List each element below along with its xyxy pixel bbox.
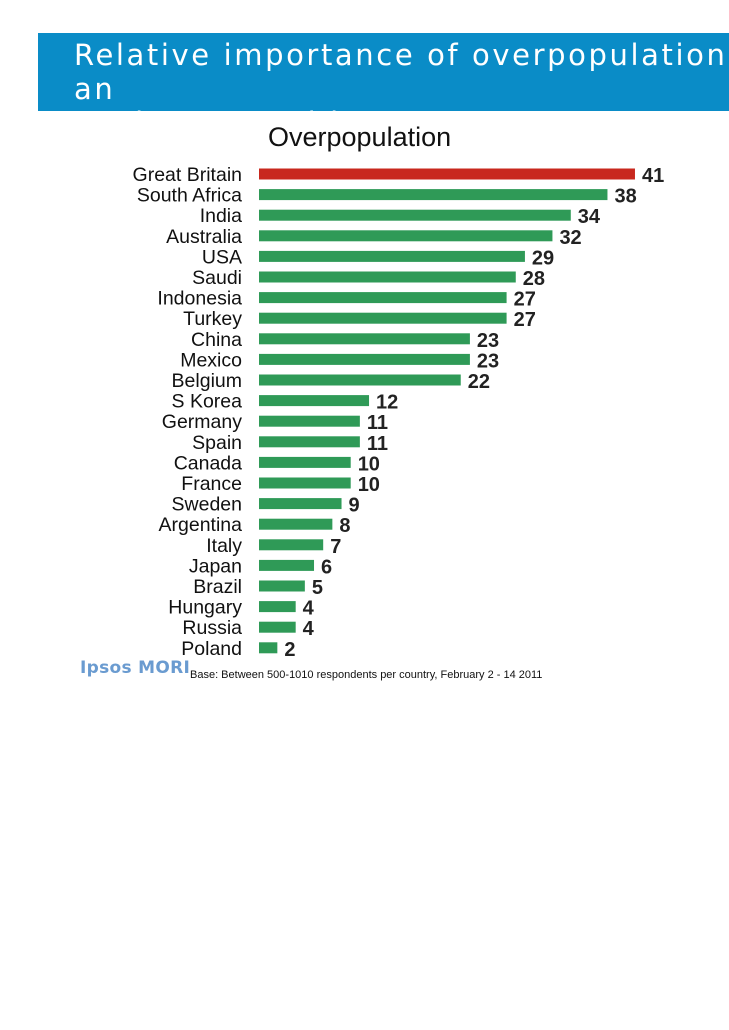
value-label-turkey: 27	[514, 309, 536, 331]
value-label-sweden: 9	[349, 495, 360, 517]
value-label-saudi: 28	[523, 268, 545, 290]
category-label-great-britain: Great Britain	[133, 164, 242, 186]
category-label-australia: Australia	[166, 226, 242, 248]
category-label-spain: Spain	[192, 432, 242, 454]
bar-canada	[259, 456, 351, 468]
value-label-brazil: 5	[312, 577, 323, 599]
value-label-japan: 6	[321, 556, 332, 578]
bar-turkey	[259, 312, 507, 324]
bar-belgium	[259, 374, 461, 386]
category-label-canada: Canada	[174, 452, 242, 474]
value-label-germany: 11	[367, 412, 388, 434]
bar-russia	[259, 621, 296, 633]
category-label-france: France	[181, 473, 242, 495]
value-label-indonesia: 27	[514, 289, 536, 311]
value-label-usa: 29	[532, 247, 554, 269]
ipsos-mori-logo: Ipsos MORI	[80, 658, 191, 678]
value-label-poland: 2	[284, 639, 295, 660]
category-label-italy: Italy	[206, 535, 242, 557]
bar-mexico	[259, 353, 470, 365]
bar-usa	[259, 250, 525, 262]
bar-india	[259, 209, 571, 221]
base-note: Base: Between 500-1010 respondents per c…	[190, 669, 543, 681]
bar-australia	[259, 230, 553, 242]
bar-sweden	[259, 498, 342, 510]
value-label-russia: 4	[303, 618, 315, 640]
value-label-spain: 11	[367, 433, 388, 455]
category-label-belgium: Belgium	[172, 370, 242, 392]
category-label-germany: Germany	[162, 411, 242, 433]
category-label-s-korea: S Korea	[172, 391, 243, 413]
category-label-china: China	[191, 329, 242, 351]
value-label-belgium: 22	[468, 371, 490, 393]
bar-germany	[259, 415, 360, 427]
category-label-russia: Russia	[182, 617, 242, 639]
value-label-south-africa: 38	[614, 186, 636, 208]
value-label-s-korea: 12	[376, 392, 398, 414]
bar-japan	[259, 559, 315, 571]
bar-spain	[259, 436, 360, 448]
category-label-india: India	[200, 205, 242, 227]
category-label-argentina: Argentina	[159, 514, 243, 536]
bar-italy	[259, 539, 324, 551]
chart-title: Overpopulation	[268, 122, 452, 152]
value-label-france: 10	[358, 474, 380, 496]
page-title: Relative importance of overpopulation as…	[74, 38, 728, 111]
value-label-hungary: 4	[303, 598, 315, 620]
category-label-usa: USA	[202, 246, 242, 268]
bar-poland	[259, 642, 278, 654]
category-label-japan: Japan	[189, 555, 242, 577]
category-label-brazil: Brazil	[193, 576, 242, 598]
value-label-argentina: 8	[339, 515, 350, 537]
value-label-china: 23	[477, 330, 499, 352]
category-label-indonesia: Indonesia	[157, 288, 242, 310]
category-label-mexico: Mexico	[180, 349, 242, 371]
bar-france	[259, 477, 351, 489]
category-label-poland: Poland	[181, 638, 242, 660]
bar-chart: Great Britain 41 South Africa 38 India 34 Aust…	[133, 164, 665, 660]
bar-brazil	[259, 580, 305, 592]
category-label-hungary: Hungary	[168, 597, 242, 619]
bar-hungary	[259, 601, 296, 613]
category-label-south-africa: South Africa	[137, 185, 242, 207]
bar-south-africa	[259, 189, 608, 201]
category-label-turkey: Turkey	[183, 308, 242, 330]
bar-indonesia	[259, 292, 507, 304]
bar-great-britain	[259, 168, 635, 180]
value-label-australia: 32	[559, 227, 581, 249]
value-label-mexico: 23	[477, 350, 499, 372]
value-label-canada: 10	[358, 453, 380, 475]
value-label-great-britain: 41	[642, 165, 664, 187]
value-label-india: 34	[578, 206, 601, 228]
category-label-saudi: Saudi	[192, 267, 242, 289]
bar-saudi	[259, 271, 516, 283]
category-label-sweden: Sweden	[172, 494, 242, 516]
value-label-italy: 7	[330, 536, 341, 558]
bar-s-korea	[259, 395, 370, 407]
bar-china	[259, 333, 470, 345]
bar-argentina	[259, 518, 333, 530]
header-banner: Relative importance of overpopulation as…	[38, 33, 729, 111]
